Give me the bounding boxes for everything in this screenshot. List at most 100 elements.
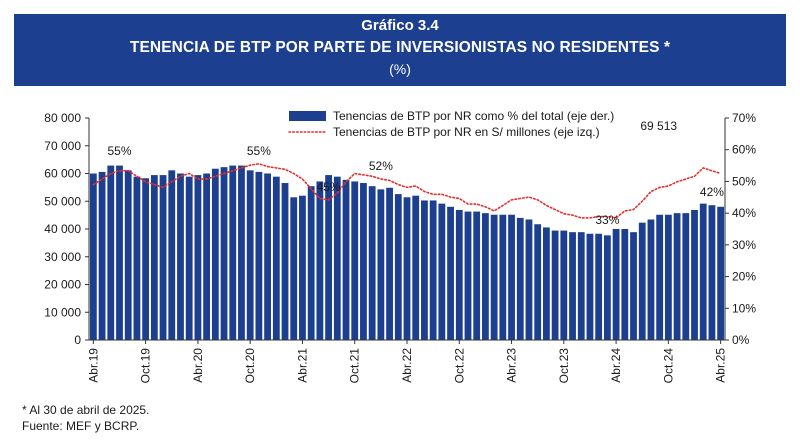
bar — [351, 181, 359, 340]
bar — [255, 171, 263, 340]
right-tick-label: 40% — [732, 206, 756, 220]
bar — [708, 205, 716, 340]
bar — [699, 203, 707, 340]
left-tick-label: 80 000 — [44, 111, 81, 125]
bar — [577, 232, 585, 340]
bar — [281, 183, 289, 340]
bar — [473, 211, 481, 340]
bar — [238, 165, 245, 340]
right-tick-label: 10% — [732, 301, 756, 315]
bar — [551, 230, 559, 340]
bar — [246, 170, 254, 340]
x-tick-label: Oct.20 — [243, 348, 257, 384]
annotation-label: 52% — [369, 159, 393, 173]
bar — [168, 170, 176, 340]
bar — [377, 189, 385, 340]
right-tick-label: 50% — [732, 174, 756, 188]
left-tick-label: 50 000 — [44, 194, 81, 208]
x-tick-label: Oct.21 — [348, 348, 362, 384]
bar — [438, 203, 446, 340]
bar — [595, 233, 603, 340]
bar — [333, 176, 341, 340]
bar — [150, 175, 158, 340]
source-note: Fuente: MEF y BCRP. — [22, 419, 140, 433]
x-tick-label: Abr.22 — [400, 348, 414, 383]
bar — [447, 206, 454, 340]
bar — [394, 194, 402, 340]
bar — [89, 173, 97, 340]
left-tick-label: 20 000 — [44, 278, 81, 292]
legend-label-line: Tenencias de BTP por NR en S/ millones (… — [333, 125, 600, 139]
bar — [569, 232, 576, 340]
x-tick-label: Oct.23 — [557, 348, 571, 384]
chart-area: 0 10 000 20 000 30 000 40 000 50 000 60 000 70 … — [44, 109, 756, 384]
bar — [386, 187, 393, 340]
right-tick-label: 0% — [732, 333, 750, 347]
bar — [159, 175, 167, 340]
bar — [342, 179, 350, 340]
footnotes: * Al 30 de abril de 2025. Fuente: MEF y … — [22, 402, 149, 434]
bar — [412, 195, 420, 340]
x-tick-label: Oct.19 — [139, 348, 153, 384]
bar — [272, 176, 280, 340]
bar — [177, 173, 184, 340]
left-tick-label: 10 000 — [44, 305, 81, 319]
legend: Tenencias de BTP por NR como % del total… — [288, 109, 614, 139]
bar — [682, 213, 690, 340]
bar — [203, 173, 211, 340]
bar — [534, 224, 542, 340]
bar — [638, 222, 646, 340]
bar — [464, 211, 472, 340]
x-tick-label: Oct.24 — [661, 348, 675, 384]
annotation-label: 45% — [317, 180, 341, 194]
bar — [647, 219, 655, 340]
x-tick-label: Oct.22 — [452, 348, 466, 384]
bar — [360, 183, 367, 340]
bar — [316, 181, 324, 340]
bar — [525, 219, 533, 340]
bar — [656, 214, 664, 340]
bar — [508, 214, 515, 340]
right-tick-label: 30% — [732, 238, 756, 252]
line-series — [92, 162, 722, 219]
bar — [229, 165, 237, 340]
bar — [307, 186, 315, 340]
footnote: * Al 30 de abril de 2025. — [22, 403, 150, 417]
bar — [325, 175, 332, 340]
x-tick-label: Abr.24 — [609, 348, 623, 383]
annotation-label: 42% — [700, 185, 724, 199]
bar — [299, 195, 306, 340]
chart-title: TENENCIA DE BTP POR PARTE DE INVERSIONIS… — [129, 39, 671, 56]
legend-label-bars: Tenencias de BTP por NR como % del total… — [333, 109, 614, 123]
left-tick-label: 70 000 — [44, 139, 81, 153]
bar — [673, 213, 681, 340]
bar — [185, 176, 193, 340]
annotation-label: 33% — [595, 213, 619, 227]
bar — [194, 175, 202, 340]
bar — [211, 168, 219, 340]
bar — [107, 165, 115, 340]
left-tick-label: 60 000 — [44, 167, 81, 181]
bar — [612, 229, 620, 340]
bar — [264, 173, 271, 340]
bar — [116, 165, 123, 340]
bar — [290, 197, 298, 340]
bar — [603, 235, 611, 340]
x-tick-label: Abr.25 — [714, 348, 728, 383]
bar — [421, 200, 428, 340]
bar — [133, 176, 141, 340]
bar — [220, 167, 228, 340]
bar — [691, 209, 698, 340]
bar — [499, 214, 507, 340]
right-tick-label: 20% — [732, 270, 756, 284]
left-tick-label: 0 — [74, 333, 81, 347]
bar — [586, 233, 594, 340]
bar — [455, 209, 463, 340]
chart-unit: (%) — [389, 61, 411, 77]
annotations: 55% 55% 45% 52% 33% 69 513 42% — [107, 119, 724, 227]
x-tick-label: Abr.21 — [295, 348, 309, 383]
bar — [490, 214, 498, 340]
bar — [403, 197, 411, 340]
chart-title-banner: Gráfico 3.4 TENENCIA DE BTP POR PARTE DE… — [14, 14, 786, 86]
x-tick-label: Abr.20 — [191, 348, 205, 383]
